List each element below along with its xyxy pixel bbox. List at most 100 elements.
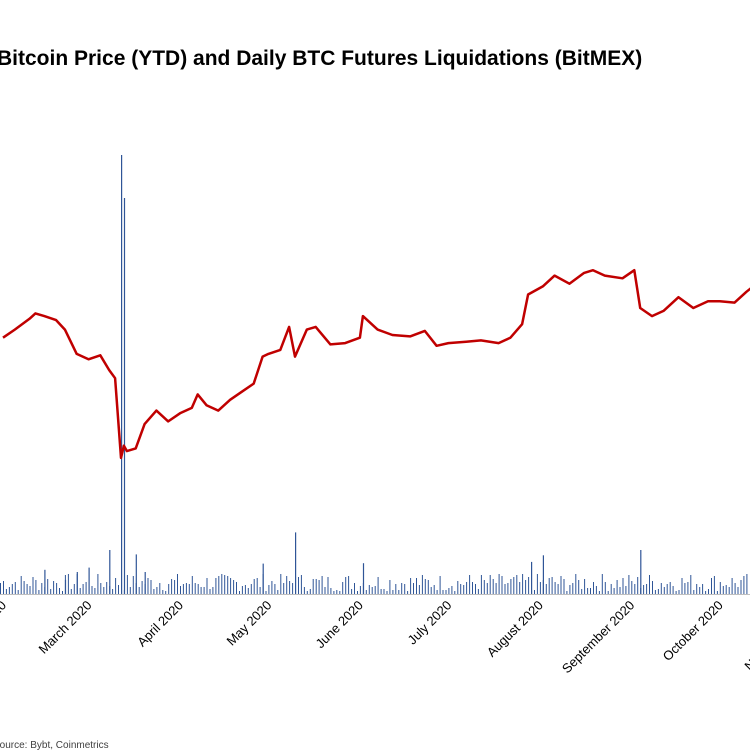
liquidation-bar-minor: [572, 583, 574, 594]
liquidation-bar-minor: [62, 591, 63, 594]
liquidation-bar-minor: [312, 579, 314, 594]
liquidation-bar-minor: [436, 590, 438, 594]
liquidation-bar-minor: [722, 586, 724, 594]
liquidation-bar-minor: [681, 578, 683, 594]
liquidation-bar-minor: [595, 586, 597, 594]
liquidation-bar-minor: [451, 586, 453, 594]
liquidation-bar-minor: [377, 577, 379, 594]
x-tick-label: November 2020: [741, 598, 750, 674]
liquidation-bar-minor: [734, 583, 736, 594]
liquidation-bar-minor: [150, 580, 152, 594]
liquidation-bar-minor: [374, 586, 376, 594]
liquidation-bar-minor: [236, 582, 237, 594]
liquidation-bar-minor: [711, 578, 712, 594]
liquidation-bar-minor: [430, 587, 432, 594]
liquidation-bar-minor: [708, 589, 709, 594]
liquidation-bar-minor: [486, 583, 488, 594]
liquidation-bar-minor: [507, 583, 509, 594]
liquidation-bar: [76, 572, 78, 594]
liquidation-bar-minor: [475, 584, 476, 594]
liquidation-bar-minor: [498, 574, 500, 594]
liquidation-bar-minor: [581, 589, 583, 594]
liquidation-bar-minor: [371, 587, 373, 594]
x-tick-label: June 2020: [312, 598, 366, 652]
liquidation-bar-minor: [395, 584, 397, 594]
liquidation-bar-minor: [5, 589, 7, 594]
liquidation-bar-minor: [737, 587, 739, 594]
liquidation-bar-minor: [687, 582, 689, 594]
liquidation-bar-minor: [398, 590, 400, 594]
liquidation-bar-minor: [460, 584, 462, 594]
liquidation-bar-minor: [191, 576, 193, 594]
liquidation-bar-minor: [3, 581, 4, 594]
liquidation-bar-minor: [174, 580, 176, 594]
liquidation-bar-minor: [657, 589, 659, 594]
liquidation-bar-minor: [702, 584, 704, 594]
liquidation-bar: [88, 567, 90, 594]
liquidation-bar-minor: [59, 588, 60, 594]
liquidation-bar-minor: [29, 586, 31, 594]
liquidation-bar-minor: [94, 588, 96, 594]
liquidation-bar-minor: [286, 576, 288, 594]
liquidation-bar-minor: [637, 577, 639, 594]
liquidation-bar-minor: [427, 580, 429, 594]
liquidation-bar-minor: [292, 583, 294, 594]
liquidation-bar: [144, 572, 146, 594]
liquidation-bar-minor: [604, 582, 606, 594]
liquidation-bar-minor: [590, 588, 591, 594]
liquidation-bar-minor: [654, 590, 656, 594]
liquidation-bar-minor: [731, 578, 733, 594]
liquidation-bar-minor: [247, 588, 249, 594]
liquidation-bar-minor: [480, 575, 482, 594]
liquidation-bar-minor: [578, 580, 580, 594]
liquidation-bar-minor: [342, 582, 344, 594]
liquidation-bar-minor: [0, 583, 1, 594]
liquidation-bar-minor: [584, 579, 586, 594]
liquidation-bar-minor: [106, 582, 108, 594]
liquidation-bar-minor: [386, 591, 388, 594]
liquidation-bar-minor: [97, 574, 99, 594]
liquidation-bar-minor: [41, 583, 43, 594]
liquidation-bar-minor: [622, 578, 624, 594]
liquidation-bar-minor: [548, 578, 550, 594]
liquidation-bar-minor: [725, 585, 727, 594]
liquidation-bar-minor: [103, 587, 105, 594]
liquidation-bar-minor: [666, 584, 668, 594]
liquidation-bar-minor: [716, 591, 718, 594]
liquidation-bar-minor: [203, 587, 205, 594]
liquidation-bar-minor: [339, 591, 341, 594]
liquidation-bar-minor: [32, 577, 34, 594]
liquidation-bar-minor: [705, 591, 707, 594]
liquidation-bar: [135, 554, 137, 594]
liquidation-bar-minor: [513, 577, 515, 594]
liquidation-bar-minor: [643, 585, 645, 594]
liquidation-bar-minor: [283, 583, 285, 594]
liquidation-bar-minor: [401, 583, 403, 594]
liquidation-bar-minor: [410, 578, 412, 594]
liquidation-bar-minor: [315, 579, 317, 594]
liquidation-bar-minor: [141, 581, 143, 594]
liquidation-bar-minor: [466, 582, 468, 594]
liquidation-bar-minor: [545, 584, 547, 594]
liquidation-bar-minor: [357, 591, 358, 594]
liquidation-bar-minor: [336, 590, 338, 594]
liquidation-bar-minor: [73, 584, 75, 594]
liquidation-bar-minor: [569, 585, 571, 594]
liquidation-bar-minor: [740, 580, 742, 594]
liquidation-bars-layer: [0, 155, 748, 594]
liquidation-bar-minor: [218, 576, 220, 594]
liquidation-bar-minor: [607, 591, 609, 594]
liquidation-bar-minor: [91, 586, 93, 594]
liquidation-bar-minor: [277, 590, 279, 594]
liquidation-bar-minor: [442, 590, 444, 594]
liquidation-bar-minor: [613, 588, 615, 594]
liquidation-bar-minor: [746, 574, 748, 594]
liquidation-bar-minor: [318, 580, 320, 594]
liquidation-bar-minor: [309, 589, 311, 594]
liquidation-bar-minor: [26, 584, 28, 594]
liquidation-bar-minor: [457, 581, 459, 594]
liquidation-bar-minor: [194, 583, 196, 594]
liquidation-bar-minor: [233, 580, 235, 594]
liquidation-bar-minor: [525, 580, 527, 594]
